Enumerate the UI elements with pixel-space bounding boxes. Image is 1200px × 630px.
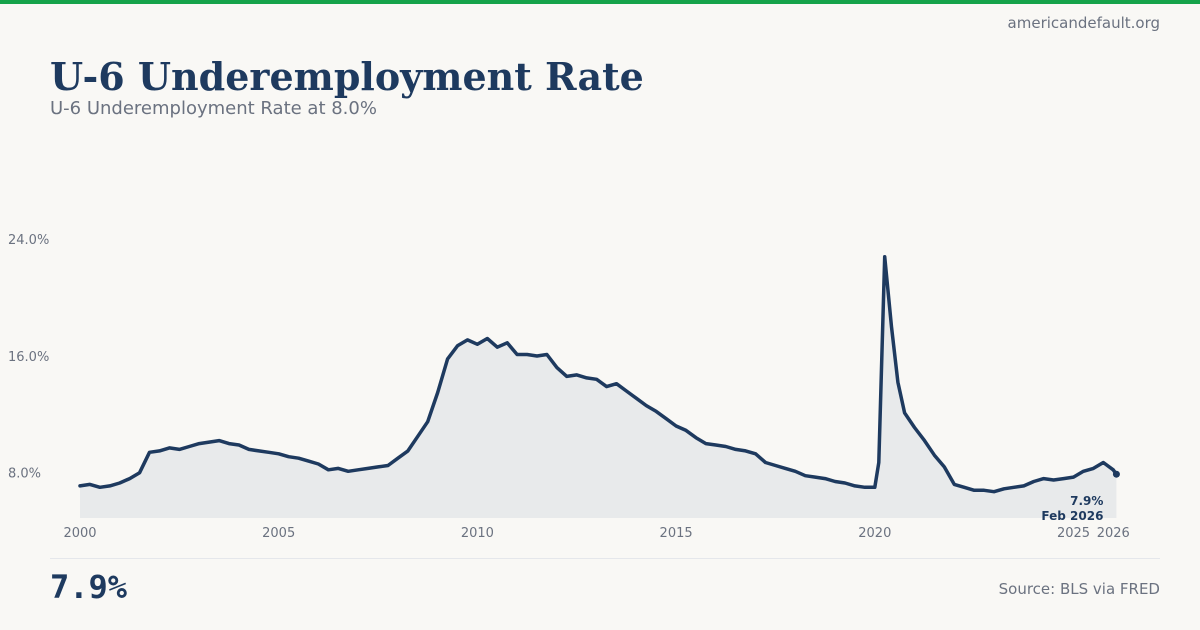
x-tick-label: 2005: [262, 526, 295, 541]
x-axis: 2000 2005 2010 2015 2020 2025 2026: [63, 526, 1129, 541]
top-accent-bar: [0, 0, 1200, 4]
y-axis: 8.0% 16.0% 24.0%: [8, 233, 49, 482]
latest-value: 7.9%: [50, 568, 128, 606]
page-title: U-6 Underemployment Rate: [50, 54, 644, 99]
page-subtitle: U-6 Underemployment Rate at 8.0%: [50, 98, 377, 119]
end-date-label: Feb 2026: [1041, 509, 1103, 523]
site-domain: americandefault.org: [1007, 14, 1160, 32]
x-tick-label: 2015: [660, 526, 693, 541]
x-tick-label: 2026: [1097, 526, 1130, 541]
x-tick-label: 2025: [1057, 526, 1090, 541]
y-tick-label: 24.0%: [8, 233, 49, 248]
chart-line-u6: [78, 254, 1119, 494]
x-tick-label: 2010: [461, 526, 494, 541]
source-note: Source: BLS via FRED: [998, 580, 1160, 598]
y-tick-label: 16.0%: [8, 350, 49, 365]
x-tick-label: 2000: [63, 526, 96, 541]
end-point-marker: [1112, 470, 1120, 478]
y-tick-label: 8.0%: [8, 467, 41, 482]
chart-area-fill: [80, 256, 1117, 518]
footer-divider: [50, 558, 1160, 559]
x-tick-label: 2020: [858, 526, 891, 541]
end-value-label: 7.9%: [1070, 494, 1103, 508]
